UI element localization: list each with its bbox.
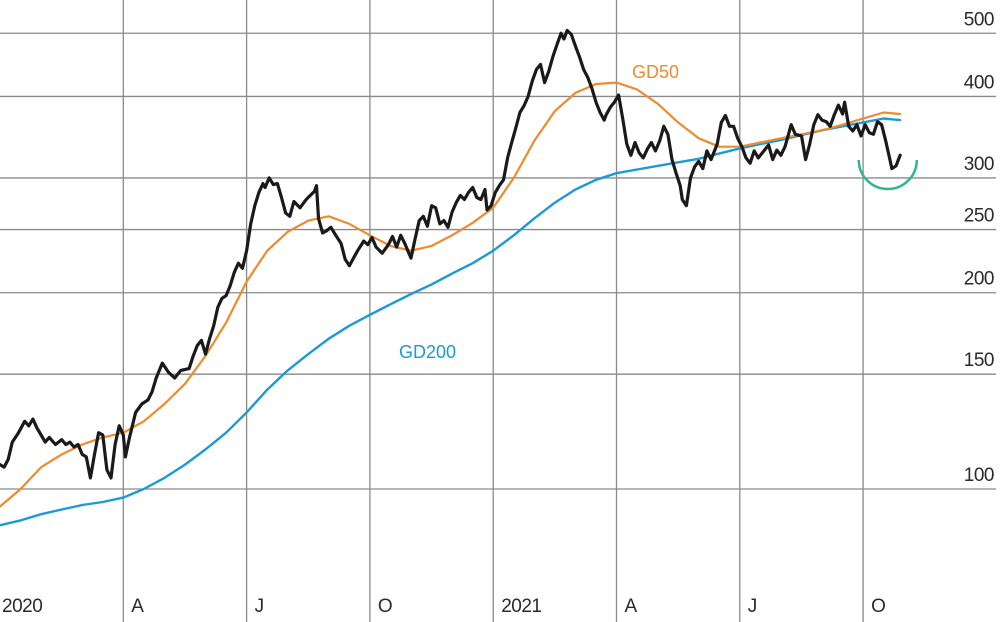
x-tick-label: 2021 (501, 596, 541, 617)
x-tick-label: J (255, 596, 264, 617)
gd200-label: GD200 (399, 342, 456, 362)
x-tick-label: A (625, 596, 638, 617)
series-line-price (0, 28, 902, 480)
series-lines (0, 28, 902, 527)
y-tick-label: 250 (964, 206, 994, 227)
y-tick-label: 400 (964, 72, 994, 93)
y-axis-labels: 500 400 300 250 200 150 100 (964, 9, 995, 486)
x-tick-label: J (748, 596, 757, 617)
series-line-gd50 (0, 81, 902, 508)
x-tick-label: O (378, 596, 392, 617)
vertical-gridlines (122, 0, 864, 622)
y-tick-label: 500 (964, 9, 994, 30)
y-tick-label: 100 (964, 465, 994, 486)
x-tick-label: 2020 (2, 596, 42, 617)
x-tick-label: O (871, 596, 885, 617)
highlight-arc (857, 159, 919, 191)
x-tick-label: A (131, 596, 144, 617)
y-tick-label: 300 (964, 154, 994, 175)
y-tick-label: 150 (964, 350, 994, 371)
y-tick-label: 200 (964, 269, 994, 290)
x-axis-labels: 2020 A J O 2021 A J O (2, 596, 886, 617)
gd50-label: GD50 (632, 62, 679, 82)
series-line-gd200 (0, 117, 902, 527)
horizontal-gridlines (0, 32, 996, 490)
